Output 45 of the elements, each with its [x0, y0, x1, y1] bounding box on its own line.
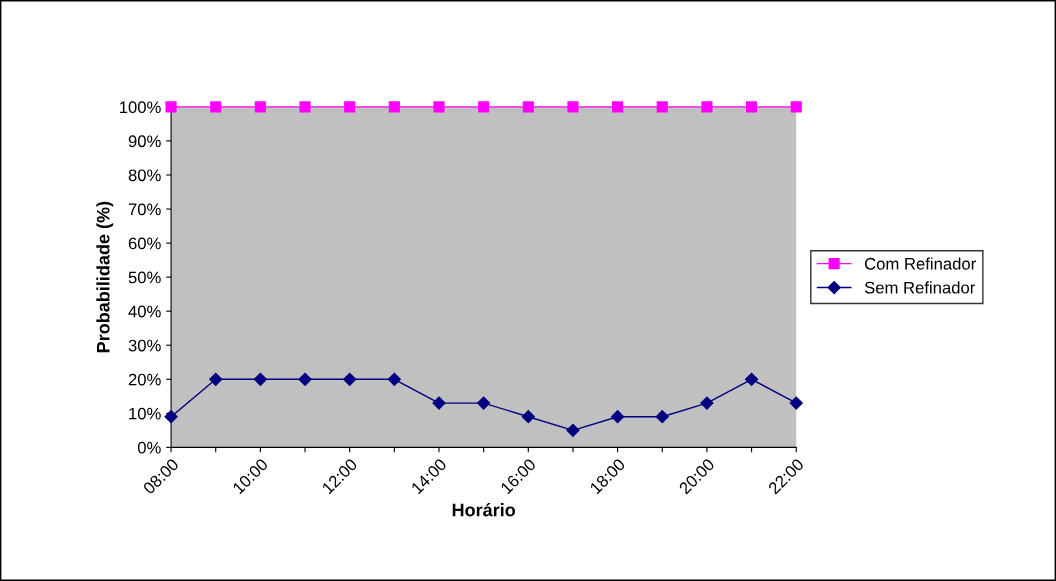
y-axis-title: Probabilidade (%): [96, 201, 114, 353]
point: [253, 372, 267, 386]
point: [612, 101, 624, 113]
point: [611, 410, 625, 424]
point: [566, 423, 580, 437]
point: [567, 101, 579, 113]
point: [701, 101, 713, 113]
y-tick-label: 50%: [128, 271, 161, 284]
y-tick-label: 80%: [128, 169, 161, 182]
point: [164, 410, 178, 424]
y-tick-label: 90%: [128, 135, 161, 148]
point: [299, 101, 311, 113]
point: [210, 101, 222, 113]
point: [209, 372, 223, 386]
point: [790, 101, 802, 113]
point: [656, 101, 668, 113]
point: [746, 101, 758, 113]
point: [344, 101, 356, 113]
point: [433, 101, 445, 113]
x-axis-title: Horário: [452, 502, 516, 517]
point: [700, 396, 714, 410]
legend-label: Com Refinador: [864, 257, 976, 270]
point: [477, 396, 491, 410]
y-tick-label: 10%: [129, 407, 161, 420]
point: [655, 410, 669, 424]
point: [343, 372, 357, 386]
legend-label: Sem Refinador: [864, 281, 976, 294]
point: [789, 396, 803, 410]
y-tick-label: 70%: [128, 203, 161, 216]
point: [478, 101, 490, 113]
y-tick-label: 30%: [128, 339, 161, 352]
y-tick-label: 40%: [128, 305, 161, 318]
point: [254, 101, 266, 113]
y-tick-label: 20%: [128, 373, 161, 386]
point: [744, 372, 759, 386]
point: [522, 101, 534, 113]
point: [165, 101, 177, 113]
y-tick-label: 100%: [120, 101, 161, 114]
point: [432, 396, 446, 410]
point: [521, 410, 535, 424]
point: [298, 372, 312, 386]
point: [387, 372, 401, 386]
point: [388, 101, 400, 113]
y-tick-label: 60%: [128, 237, 161, 250]
y-tick-label: 0%: [137, 441, 161, 454]
